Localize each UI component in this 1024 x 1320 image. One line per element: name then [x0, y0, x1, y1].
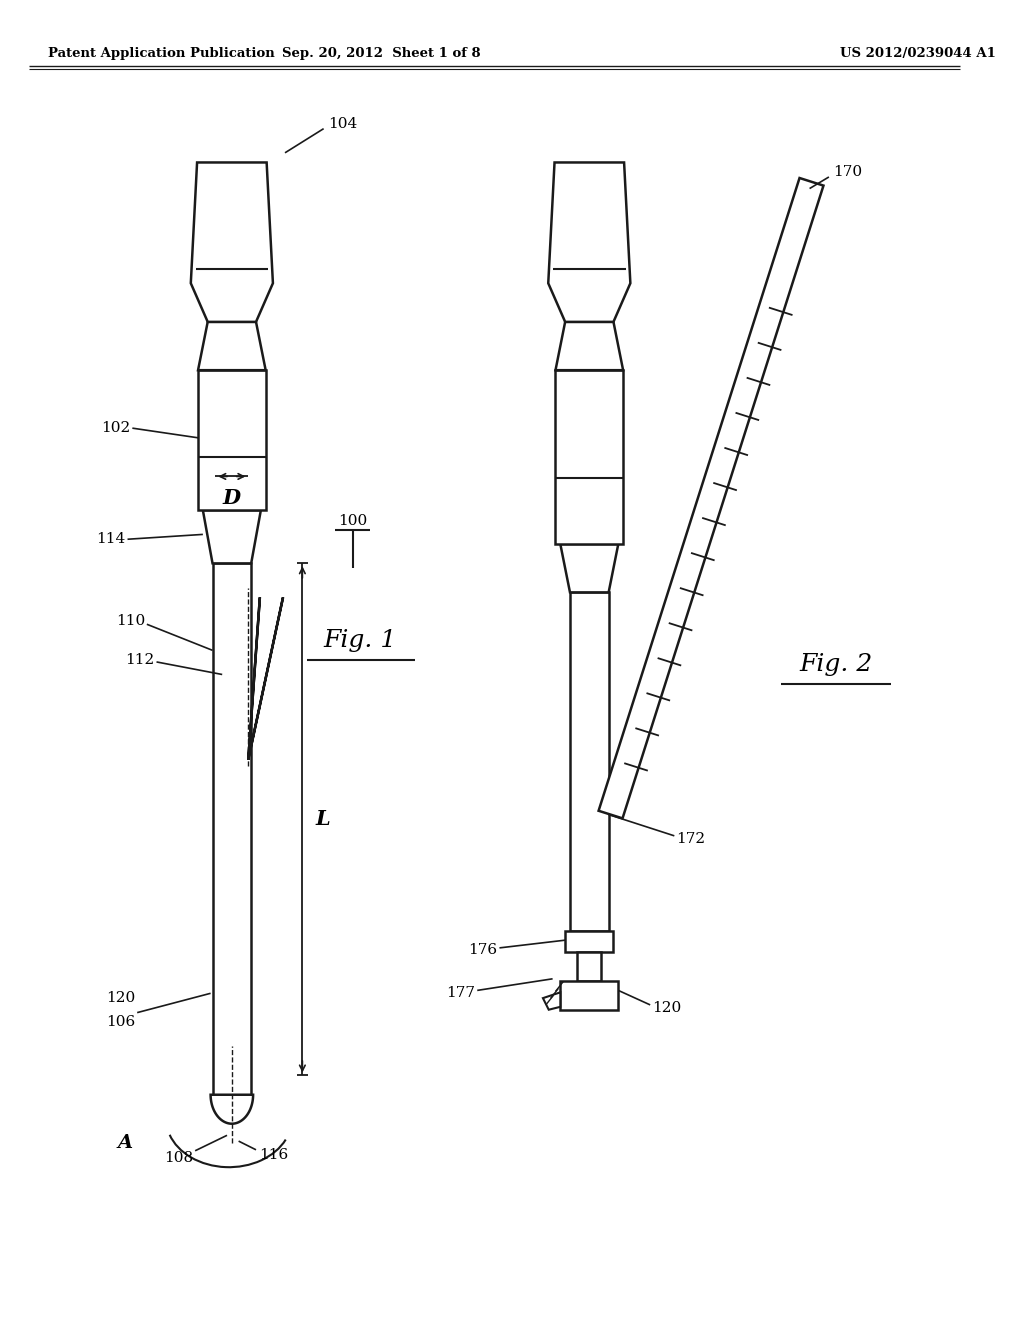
Text: D: D	[223, 487, 241, 508]
Text: 116: 116	[259, 1147, 288, 1162]
Polygon shape	[555, 322, 624, 370]
Text: 177: 177	[446, 986, 475, 1001]
Bar	[570, 593, 608, 931]
Bar	[560, 981, 618, 1010]
Polygon shape	[211, 1094, 253, 1123]
Text: 106: 106	[106, 1015, 135, 1030]
Text: US 2012/0239044 A1: US 2012/0239044 A1	[841, 46, 996, 59]
Text: 120: 120	[106, 991, 135, 1005]
Text: Patent Application Publication: Patent Application Publication	[48, 46, 275, 59]
Text: 100: 100	[338, 513, 368, 528]
Bar	[578, 952, 601, 981]
Polygon shape	[203, 511, 261, 564]
Text: Fig. 1: Fig. 1	[324, 630, 397, 652]
Bar	[213, 564, 251, 1094]
Text: 120: 120	[652, 1001, 681, 1015]
Text: 114: 114	[96, 532, 126, 546]
Text: 102: 102	[101, 421, 130, 436]
Text: 170: 170	[833, 165, 862, 180]
Text: Fig. 2: Fig. 2	[799, 653, 872, 676]
Polygon shape	[599, 178, 823, 818]
Bar	[198, 370, 265, 511]
Bar	[565, 931, 613, 952]
Polygon shape	[248, 597, 283, 759]
Text: 110: 110	[116, 614, 145, 628]
Polygon shape	[190, 162, 273, 322]
Text: Sep. 20, 2012  Sheet 1 of 8: Sep. 20, 2012 Sheet 1 of 8	[283, 46, 481, 59]
Text: 176: 176	[468, 942, 498, 957]
Text: 104: 104	[329, 117, 357, 131]
Text: 108: 108	[164, 1151, 194, 1164]
Text: L: L	[316, 809, 331, 829]
Bar	[555, 370, 624, 544]
Polygon shape	[543, 993, 560, 1010]
Text: 172: 172	[676, 832, 706, 846]
Polygon shape	[198, 322, 265, 370]
Polygon shape	[560, 544, 618, 593]
Text: 112: 112	[125, 653, 155, 667]
Polygon shape	[548, 162, 631, 322]
Text: A: A	[118, 1134, 133, 1152]
